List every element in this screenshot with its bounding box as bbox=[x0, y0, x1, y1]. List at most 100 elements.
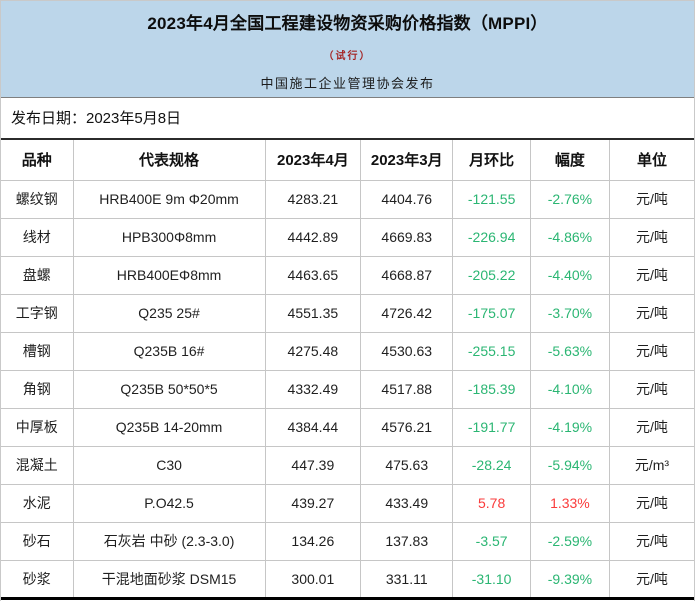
unit-cell: 元/m³ bbox=[608, 445, 694, 485]
price-march-cell: 4517.88 bbox=[360, 369, 454, 409]
price-march-cell: 4669.83 bbox=[360, 217, 454, 257]
spec-cell: Q235 25# bbox=[72, 293, 266, 333]
table-row: 螺纹钢 HRB400E 9m Φ20mm 4283.21 4404.76 -121.55… bbox=[1, 179, 694, 219]
variety-cell: 线材 bbox=[1, 217, 74, 257]
column-header-pct: 幅度 bbox=[529, 140, 610, 181]
pct-cell: -2.59% bbox=[529, 521, 610, 561]
unit-cell: 元/吨 bbox=[608, 521, 694, 561]
variety-cell: 槽钢 bbox=[1, 331, 74, 371]
price-march-cell: 137.83 bbox=[360, 521, 454, 561]
variety-cell: 螺纹钢 bbox=[1, 179, 74, 219]
mom-cell: 5.78 bbox=[452, 483, 531, 523]
spec-cell: Q235B 14-20mm bbox=[72, 407, 266, 447]
variety-cell: 水泥 bbox=[1, 483, 74, 523]
unit-cell: 元/吨 bbox=[608, 255, 694, 295]
table-header-row: 品种 代表规格 2023年4月 2023年3月 月环比 幅度 单位 bbox=[1, 140, 694, 181]
price-march-cell: 475.63 bbox=[360, 445, 454, 485]
variety-cell: 砂石 bbox=[1, 521, 74, 561]
table-row: 砂浆 干混地面砂浆 DSM15 300.01 331.11 -31.10 -9.39% 元/… bbox=[1, 559, 694, 599]
page-title: 2023年4月全国工程建设物资采购价格指数（MPPI） bbox=[147, 14, 548, 33]
price-march-cell: 331.11 bbox=[360, 559, 454, 599]
spec-cell: C30 bbox=[72, 445, 266, 485]
price-april-cell: 439.27 bbox=[264, 483, 362, 523]
pct-cell: -5.94% bbox=[529, 445, 610, 485]
price-march-cell: 433.49 bbox=[360, 483, 454, 523]
spec-cell: 干混地面砂浆 DSM15 bbox=[72, 559, 266, 599]
mom-cell: -191.77 bbox=[452, 407, 531, 447]
publish-date: 发布日期：2023年5月8日 bbox=[1, 98, 694, 140]
price-april-cell: 4283.21 bbox=[264, 179, 362, 219]
pct-cell: -9.39% bbox=[529, 559, 610, 599]
variety-cell: 工字钢 bbox=[1, 293, 74, 333]
variety-cell: 中厚板 bbox=[1, 407, 74, 447]
spec-cell: Q235B 50*50*5 bbox=[72, 369, 266, 409]
spec-cell: HRB400EΦ8mm bbox=[72, 255, 266, 295]
column-header-march: 2023年3月 bbox=[360, 140, 454, 181]
table-body: 螺纹钢 HRB400E 9m Φ20mm 4283.21 4404.76 -121.55… bbox=[1, 179, 694, 599]
price-april-cell: 300.01 bbox=[264, 559, 362, 599]
mom-cell: -31.10 bbox=[452, 559, 531, 599]
table-row: 盘螺 HRB400EΦ8mm 4463.65 4668.87 -205.22 -4.40%… bbox=[1, 255, 694, 295]
mom-cell: -185.39 bbox=[452, 369, 531, 409]
table-row: 混凝土 C30 447.39 475.63 -28.24 -5.94% 元/m³ bbox=[1, 445, 694, 485]
spec-cell: HPB300Φ8mm bbox=[72, 217, 266, 257]
mom-cell: -28.24 bbox=[452, 445, 531, 485]
price-index-table: 品种 代表规格 2023年4月 2023年3月 月环比 幅度 单位 螺纹钢 HRB… bbox=[1, 140, 694, 600]
variety-cell: 角钢 bbox=[1, 369, 74, 409]
pct-cell: -4.19% bbox=[529, 407, 610, 447]
variety-cell: 盘螺 bbox=[1, 255, 74, 295]
column-header-april: 2023年4月 bbox=[264, 140, 362, 181]
table-row: 砂石 石灰岩 中砂 (2.3-3.0) 134.26 137.83 -3.57 -2.59… bbox=[1, 521, 694, 561]
pct-cell: 1.33% bbox=[529, 483, 610, 523]
table-row: 线材 HPB300Φ8mm 4442.89 4669.83 -226.94 -4.86% 元… bbox=[1, 217, 694, 257]
pct-cell: -2.76% bbox=[529, 179, 610, 219]
table-row: 中厚板 Q235B 14-20mm 4384.44 4576.21 -191.77 -4.… bbox=[1, 407, 694, 447]
price-april-cell: 4275.48 bbox=[264, 331, 362, 371]
table-row: 水泥 P.O42.5 439.27 433.49 5.78 1.33% 元/吨 bbox=[1, 483, 694, 523]
price-april-cell: 134.26 bbox=[264, 521, 362, 561]
unit-cell: 元/吨 bbox=[608, 559, 694, 599]
column-header-spec: 代表规格 bbox=[72, 140, 266, 181]
mom-cell: -255.15 bbox=[452, 331, 531, 371]
price-march-cell: 4576.21 bbox=[360, 407, 454, 447]
pct-cell: -4.40% bbox=[529, 255, 610, 295]
unit-cell: 元/吨 bbox=[608, 407, 694, 447]
price-march-cell: 4530.63 bbox=[360, 331, 454, 371]
mom-cell: -121.55 bbox=[452, 179, 531, 219]
publisher-line: 中国施工企业管理协会发布 bbox=[260, 77, 435, 92]
price-march-cell: 4404.76 bbox=[360, 179, 454, 219]
table-row: 槽钢 Q235B 16# 4275.48 4530.63 -255.15 -5.63% 元/… bbox=[1, 331, 694, 371]
unit-cell: 元/吨 bbox=[608, 369, 694, 409]
price-april-cell: 4384.44 bbox=[264, 407, 362, 447]
mom-cell: -226.94 bbox=[452, 217, 531, 257]
announcement-header: 2023年4月全国工程建设物资采购价格指数（MPPI） （试行） 中国施工企业管… bbox=[1, 1, 694, 98]
price-april-cell: 4332.49 bbox=[264, 369, 362, 409]
variety-cell: 砂浆 bbox=[1, 559, 74, 599]
price-april-cell: 4442.89 bbox=[264, 217, 362, 257]
pct-cell: -4.86% bbox=[529, 217, 610, 257]
table-row: 角钢 Q235B 50*50*5 4332.49 4517.88 -185.39 -4.1… bbox=[1, 369, 694, 409]
table-row: 工字钢 Q235 25# 4551.35 4726.42 -175.07 -3.70% 元/… bbox=[1, 293, 694, 333]
price-april-cell: 4551.35 bbox=[264, 293, 362, 333]
pct-cell: -4.10% bbox=[529, 369, 610, 409]
mom-cell: -205.22 bbox=[452, 255, 531, 295]
price-april-cell: 447.39 bbox=[264, 445, 362, 485]
price-march-cell: 4668.87 bbox=[360, 255, 454, 295]
unit-cell: 元/吨 bbox=[608, 331, 694, 371]
spec-cell: 石灰岩 中砂 (2.3-3.0) bbox=[72, 521, 266, 561]
unit-cell: 元/吨 bbox=[608, 483, 694, 523]
price-april-cell: 4463.65 bbox=[264, 255, 362, 295]
spec-cell: HRB400E 9m Φ20mm bbox=[72, 179, 266, 219]
column-header-mom: 月环比 bbox=[452, 140, 531, 181]
mom-cell: -3.57 bbox=[452, 521, 531, 561]
unit-cell: 元/吨 bbox=[608, 293, 694, 333]
column-header-variety: 品种 bbox=[1, 140, 74, 181]
mom-cell: -175.07 bbox=[452, 293, 531, 333]
spec-cell: P.O42.5 bbox=[72, 483, 266, 523]
price-march-cell: 4726.42 bbox=[360, 293, 454, 333]
variety-cell: 混凝土 bbox=[1, 445, 74, 485]
trial-subtitle: （试行） bbox=[323, 51, 372, 62]
unit-cell: 元/吨 bbox=[608, 179, 694, 219]
unit-cell: 元/吨 bbox=[608, 217, 694, 257]
